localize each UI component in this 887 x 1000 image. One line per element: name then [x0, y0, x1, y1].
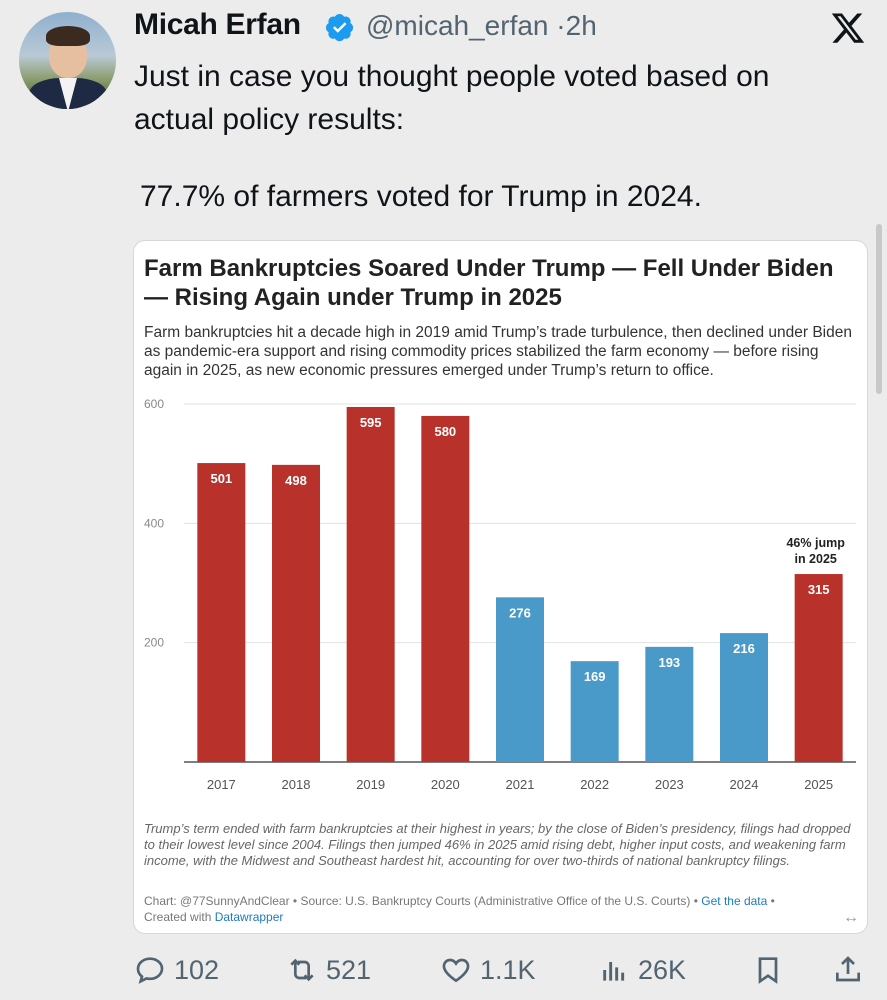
bar-2021: [496, 597, 544, 762]
tweet-text: Just in case you thought people voted ba…: [134, 60, 770, 136]
analytics-icon: [603, 962, 625, 981]
chart-title: Farm Bankruptcies Soared Under Trump — F…: [144, 255, 834, 311]
author-name[interactable]: Micah Erfan: [134, 8, 301, 41]
source-sep: •: [289, 894, 301, 908]
datawrapper-link[interactable]: Datawrapper: [214, 910, 284, 924]
x-tick-label: 2022: [580, 777, 609, 792]
bookmark-button[interactable]: [752, 948, 784, 992]
x-tick-label: 2017: [207, 777, 236, 792]
repost-button[interactable]: 521: [286, 948, 371, 992]
created-with-text: Created with: [144, 910, 215, 924]
bar-2019: [346, 406, 395, 762]
author-handle[interactable]: @micah_erfan: [366, 10, 549, 41]
like-button[interactable]: 1.1K: [440, 948, 536, 992]
get-data-link[interactable]: Get the data: [701, 894, 768, 908]
bar-chart: 200 400 600 501 2017 498 2018 595 2019 580 2020 276…: [144, 397, 856, 792]
chart-source: Chart: @77SunnyAndClear • Source: U.S. B…: [144, 893, 859, 925]
x-tick-label: 2025: [804, 777, 833, 792]
annotation-line2: in 2025: [794, 552, 836, 566]
source-sep: •: [767, 894, 775, 908]
bar-value-label: 169: [584, 669, 606, 684]
chart-note: Trump’s term ended with farm bankruptcie…: [144, 821, 851, 868]
chart-image-card[interactable]: Farm Bankruptcies Soared Under Trump — F…: [133, 240, 868, 934]
bar-2017: [197, 463, 246, 762]
heart-icon: [442, 958, 470, 983]
y-tick-label: 200: [144, 636, 164, 650]
x-tick-label: 2018: [282, 777, 311, 792]
chart-subtitle: Farm bankruptcies hit a decade high in 2…: [144, 324, 852, 379]
tweet-text-stat: 77.7% of farmers voted for Trump in 2024…: [140, 180, 702, 213]
author-avatar[interactable]: [19, 12, 116, 109]
y-tick-label: 600: [144, 397, 164, 411]
view-count: 26K: [638, 954, 687, 985]
expand-arrows-icon[interactable]: ↔: [843, 909, 859, 926]
bar-2020: [421, 415, 470, 762]
bar-value-label: 580: [434, 424, 456, 439]
repost-icon: [290, 958, 314, 982]
reply-count: 102: [174, 954, 220, 985]
share-button[interactable]: [832, 948, 864, 992]
source-chart-credit: Chart: @77SunnyAndClear: [144, 894, 290, 908]
views-button[interactable]: 26K: [598, 948, 686, 992]
x-logo-icon[interactable]: [830, 10, 866, 46]
bar-2023: [645, 646, 694, 762]
bar-2024: [720, 633, 768, 762]
bar-value-label: 193: [658, 655, 680, 670]
verified-badge-icon: [325, 14, 354, 42]
y-tick-label: 400: [144, 516, 164, 530]
avatar-hair: [46, 26, 90, 46]
bookmark-icon: [758, 957, 778, 984]
bar-value-label: 216: [733, 641, 755, 656]
x-tick-label: 2024: [730, 777, 759, 792]
tweet-actions: 102 521 1.1K 26K: [0, 948, 887, 992]
bar-2018: [272, 464, 320, 762]
x-tick-label: 2021: [506, 777, 535, 792]
bar-value-label: 276: [509, 605, 531, 620]
separator-dot: ·: [556, 10, 566, 41]
source-text: Source: U.S. Bankruptcy Courts (Administ…: [300, 894, 691, 908]
scrollbar[interactable]: [876, 224, 882, 394]
author-handle-time[interactable]: @micah_erfan ·2h: [366, 10, 597, 42]
x-tick-label: 2023: [655, 777, 684, 792]
bar-2022: [570, 661, 619, 762]
annotation-line1: 46% jump: [786, 536, 845, 550]
like-count: 1.1K: [480, 954, 536, 985]
reply-icon: [136, 957, 164, 984]
post-time[interactable]: 2h: [565, 10, 597, 41]
source-sep: •: [690, 894, 702, 908]
reply-button[interactable]: 102: [134, 948, 219, 992]
bar-value-label: 595: [360, 415, 382, 430]
bar-2025: [794, 574, 843, 762]
repost-count: 521: [326, 954, 372, 985]
bar-value-label: 501: [210, 471, 232, 486]
x-tick-label: 2020: [431, 777, 460, 792]
bar-value-label: 315: [808, 582, 830, 597]
x-tick-label: 2019: [356, 777, 385, 792]
bar-value-label: 498: [285, 473, 307, 488]
share-icon: [836, 956, 860, 982]
